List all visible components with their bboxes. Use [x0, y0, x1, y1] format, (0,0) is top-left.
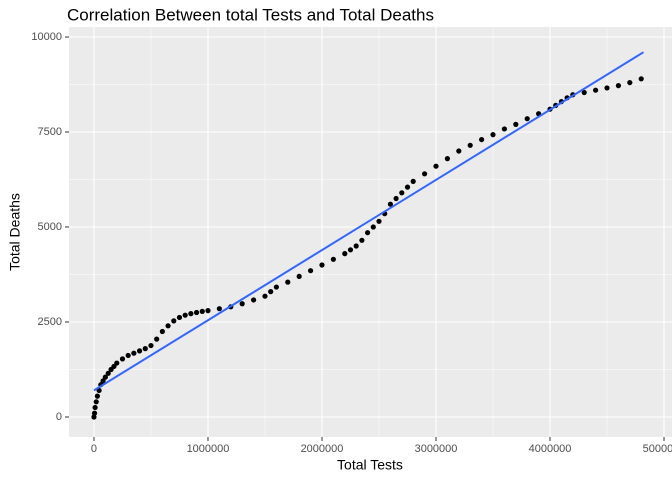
point — [524, 116, 530, 122]
point — [330, 256, 336, 262]
marks — [91, 51, 645, 420]
x-axis-label: Total Tests — [337, 457, 403, 473]
point — [100, 378, 106, 384]
panel — [69, 27, 672, 437]
y-tick-label: 0 — [56, 411, 62, 423]
point — [176, 314, 183, 321]
point — [393, 195, 399, 202]
x-tick-label: 0 — [91, 443, 97, 455]
point — [182, 312, 188, 318]
point — [91, 410, 98, 416]
point — [501, 126, 508, 132]
point — [165, 323, 171, 329]
point — [148, 342, 154, 349]
grid — [69, 27, 672, 437]
point — [353, 243, 359, 249]
point — [376, 218, 382, 224]
point — [268, 289, 274, 295]
point — [296, 273, 302, 280]
y-tick-label: 5000 — [38, 221, 62, 233]
point — [159, 328, 165, 335]
point — [188, 311, 194, 317]
y-tick-label: 7500 — [38, 126, 62, 138]
point — [154, 336, 160, 342]
point — [421, 171, 428, 177]
point — [347, 247, 354, 253]
point — [273, 284, 279, 290]
point — [433, 163, 439, 169]
point — [399, 190, 405, 196]
point — [285, 279, 291, 285]
point — [319, 262, 325, 268]
point — [105, 370, 111, 376]
point — [604, 85, 610, 91]
point — [615, 83, 622, 89]
point — [593, 87, 599, 93]
y-tick-label: 2500 — [38, 316, 62, 328]
x-tick-label: 3000000 — [415, 443, 458, 455]
point — [136, 348, 143, 354]
point — [125, 352, 131, 359]
point — [205, 308, 211, 314]
point — [119, 356, 126, 362]
point — [114, 360, 120, 366]
chart-title: Correlation Between total Tests and Tota… — [67, 5, 434, 24]
point — [92, 404, 98, 411]
point — [513, 121, 519, 127]
point — [171, 318, 177, 324]
point — [456, 148, 462, 154]
point — [94, 393, 100, 399]
point — [111, 363, 117, 370]
point — [444, 155, 450, 162]
point — [307, 268, 314, 274]
point — [250, 297, 257, 303]
point — [490, 132, 496, 138]
point — [359, 237, 365, 243]
x-tick-label: 5000000 — [643, 443, 672, 455]
x-tick-label: 4000000 — [529, 443, 572, 455]
point — [638, 76, 644, 82]
point — [404, 184, 411, 190]
point — [216, 306, 222, 312]
point — [199, 308, 205, 314]
fit-line — [93, 51, 645, 392]
x-tick-label: 1000000 — [187, 443, 230, 455]
point — [581, 89, 587, 96]
point — [387, 201, 393, 207]
point — [193, 309, 200, 316]
point — [410, 178, 416, 185]
y-tick-label: 10000 — [31, 31, 62, 43]
point — [262, 293, 268, 299]
point — [131, 350, 137, 356]
point — [370, 224, 376, 230]
point — [239, 301, 245, 307]
point — [627, 79, 633, 86]
x-tick-label: 2000000 — [301, 443, 344, 455]
point — [142, 346, 148, 352]
point — [102, 374, 108, 380]
point — [342, 251, 348, 257]
point — [479, 136, 485, 143]
point — [93, 399, 99, 405]
point — [364, 230, 371, 236]
point — [467, 142, 473, 148]
y-axis-label: Total Deaths — [7, 193, 23, 271]
point — [91, 414, 97, 420]
